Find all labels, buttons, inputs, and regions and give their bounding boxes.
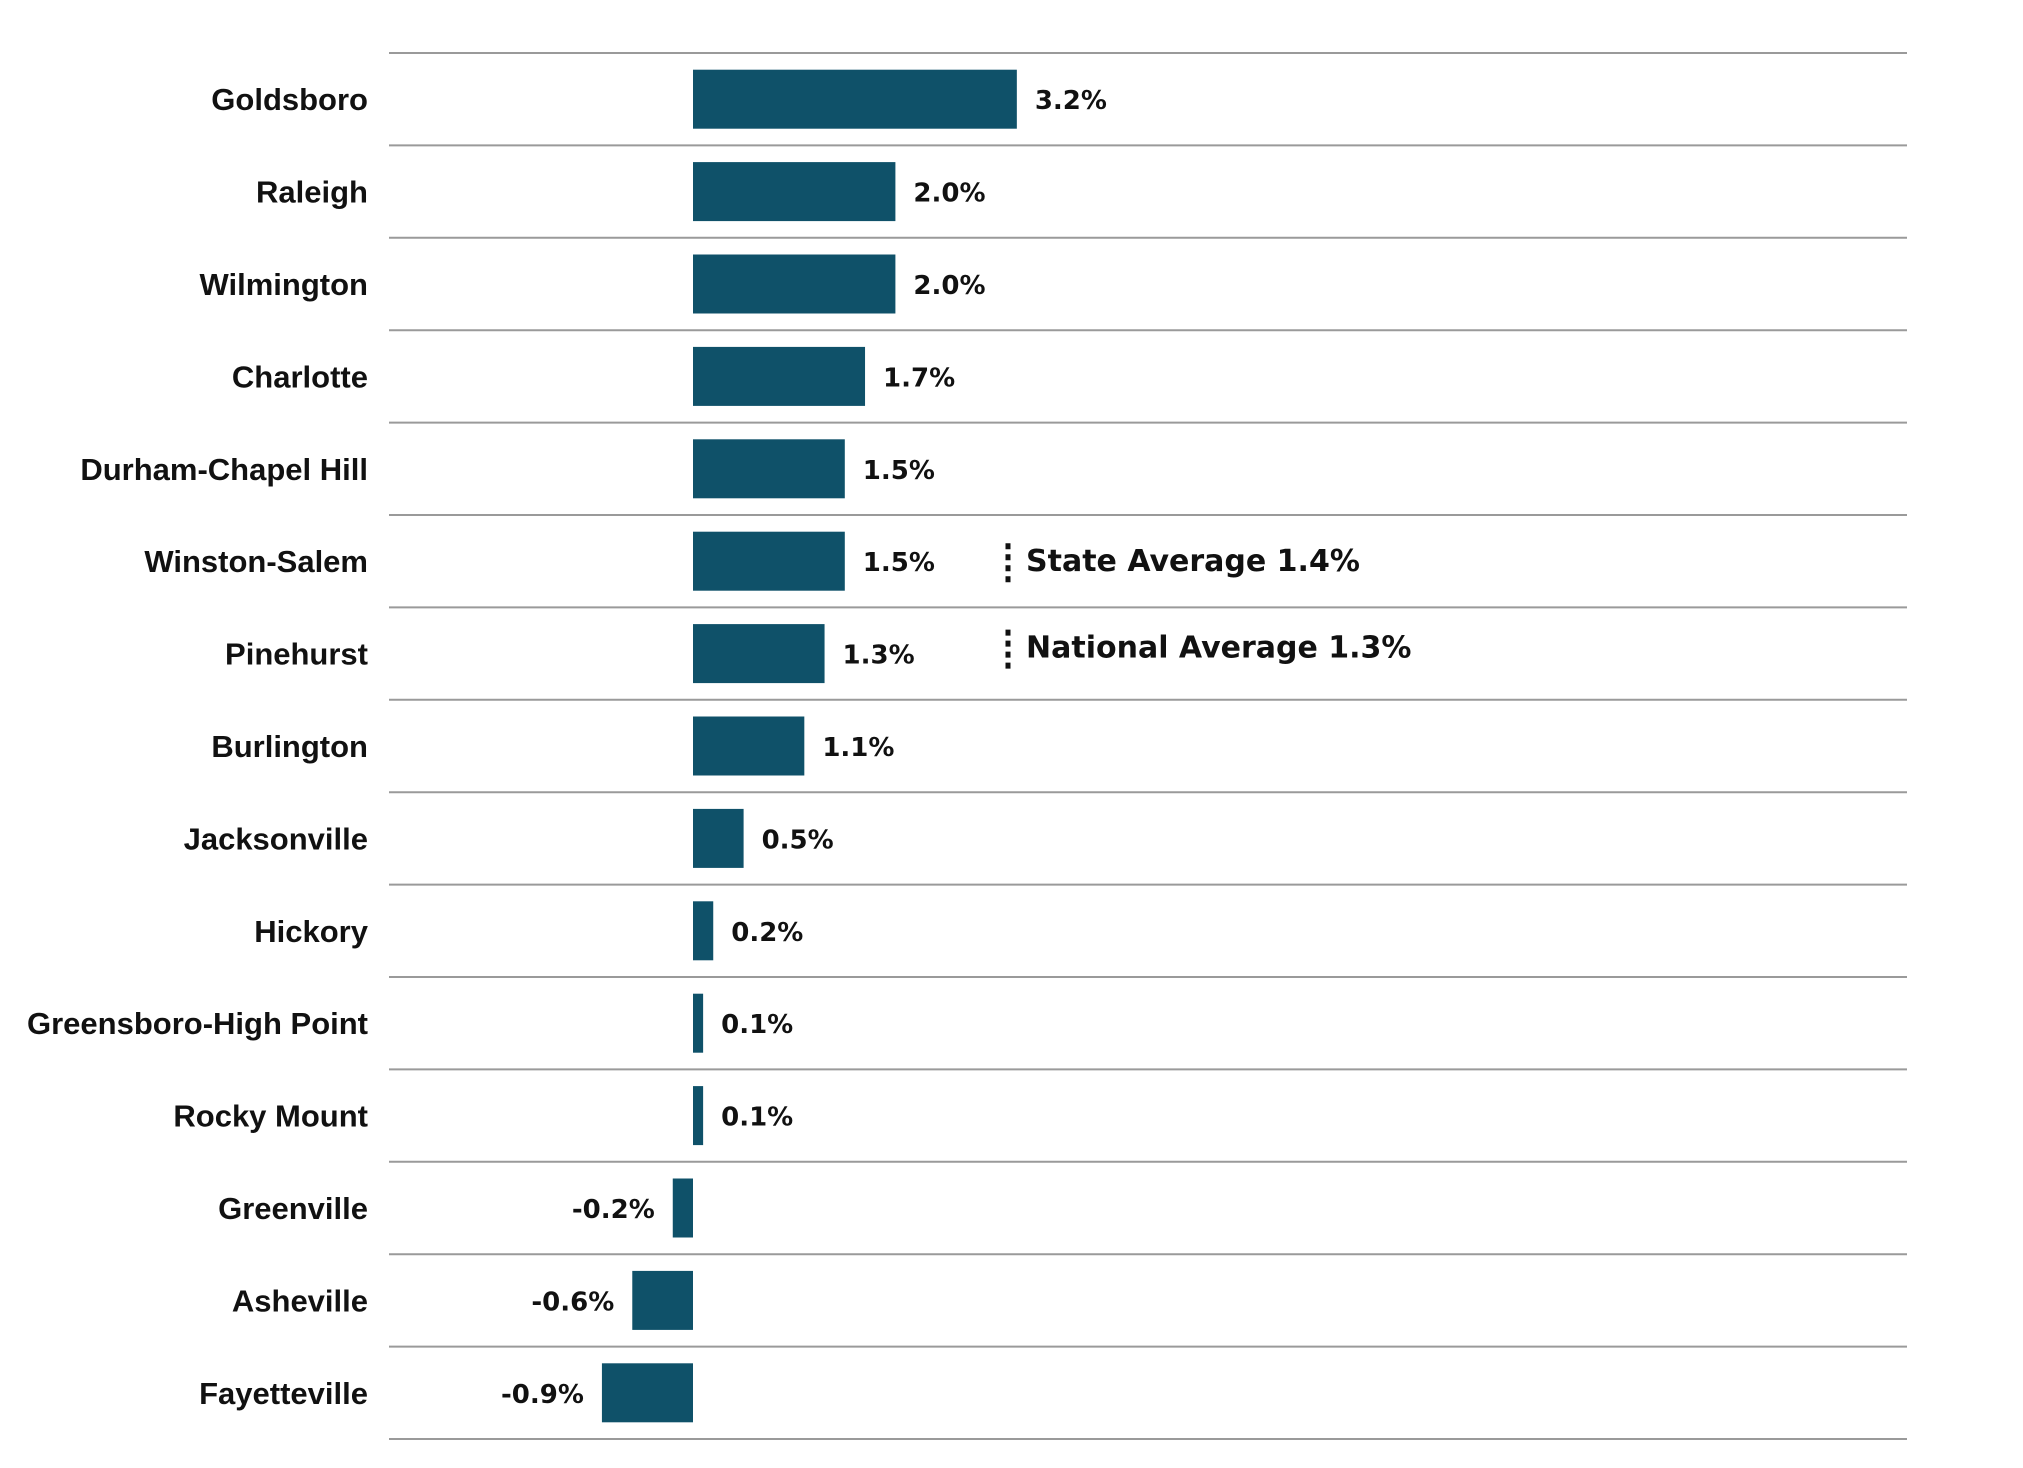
bar-greenville: [672, 1178, 693, 1238]
bar-winston-salem: [693, 531, 845, 591]
category-labels: Goldsboro Raleigh Wilmington Charlotte Durha…: [27, 82, 369, 1411]
bar-charlotte: [693, 346, 866, 406]
category-label: Goldsboro: [211, 82, 368, 117]
value-label: 1.1%: [822, 733, 894, 763]
category-label: Raleigh: [256, 175, 368, 210]
bar-rocky-mount: [693, 1086, 704, 1146]
category-label: Greensboro-High Point: [27, 1006, 368, 1041]
value-label: 2.0%: [913, 271, 985, 301]
row-separators: [389, 52, 1907, 1440]
reference-label: National Average 1.3%: [1026, 631, 1411, 666]
value-label: 0.1%: [721, 1103, 793, 1133]
value-label: -0.2%: [572, 1195, 655, 1225]
value-label: 0.5%: [762, 825, 834, 855]
category-label: Jacksonville: [184, 821, 368, 856]
bar-greensboro-high-point: [693, 993, 704, 1053]
bar-pinehurst: [693, 624, 825, 684]
value-label: 1.3%: [843, 641, 915, 671]
bar-raleigh: [693, 162, 896, 222]
category-label: Charlotte: [232, 359, 368, 394]
value-label: 1.5%: [863, 456, 935, 486]
value-label: -0.9%: [501, 1380, 584, 1410]
value-label: 2.0%: [913, 179, 985, 209]
category-label: Burlington: [211, 729, 368, 764]
category-label: Fayetteville: [199, 1376, 368, 1411]
category-label: Rocky Mount: [173, 1099, 368, 1134]
value-labels: 3.2% 2.0% 2.0% 1.7% 1.5% 1.5% 1.3% 1.1% 0.5% 0.2%…: [501, 86, 1107, 1410]
bar-durham-chapel-hill: [693, 439, 845, 499]
value-label: 0.2%: [731, 918, 803, 948]
category-label: Wilmington: [200, 267, 368, 302]
bar-goldsboro: [693, 69, 1017, 129]
value-label: 3.2%: [1035, 86, 1107, 116]
category-label: Asheville: [232, 1283, 368, 1318]
category-label: Winston-Salem: [144, 544, 368, 579]
category-label: Pinehurst: [225, 637, 368, 672]
value-label: 0.1%: [721, 1010, 793, 1040]
category-label: Greenville: [218, 1191, 368, 1226]
bar-hickory: [693, 901, 714, 961]
reference-label: State Average 1.4%: [1026, 544, 1360, 579]
bar-fayetteville: [601, 1363, 693, 1423]
value-label: 1.5%: [863, 548, 935, 578]
bar-burlington: [693, 716, 805, 776]
bar-asheville: [632, 1270, 693, 1330]
category-label: Hickory: [254, 914, 368, 949]
bars: [601, 69, 1017, 1423]
bar-jacksonville: [693, 808, 744, 868]
category-label: Durham-Chapel Hill: [80, 452, 368, 487]
bar-wilmington: [693, 254, 896, 314]
value-label: -0.6%: [531, 1287, 614, 1317]
value-label: 1.7%: [883, 363, 955, 393]
reference-annotations: State Average 1.4% National Average 1.3%: [1005, 543, 1411, 670]
